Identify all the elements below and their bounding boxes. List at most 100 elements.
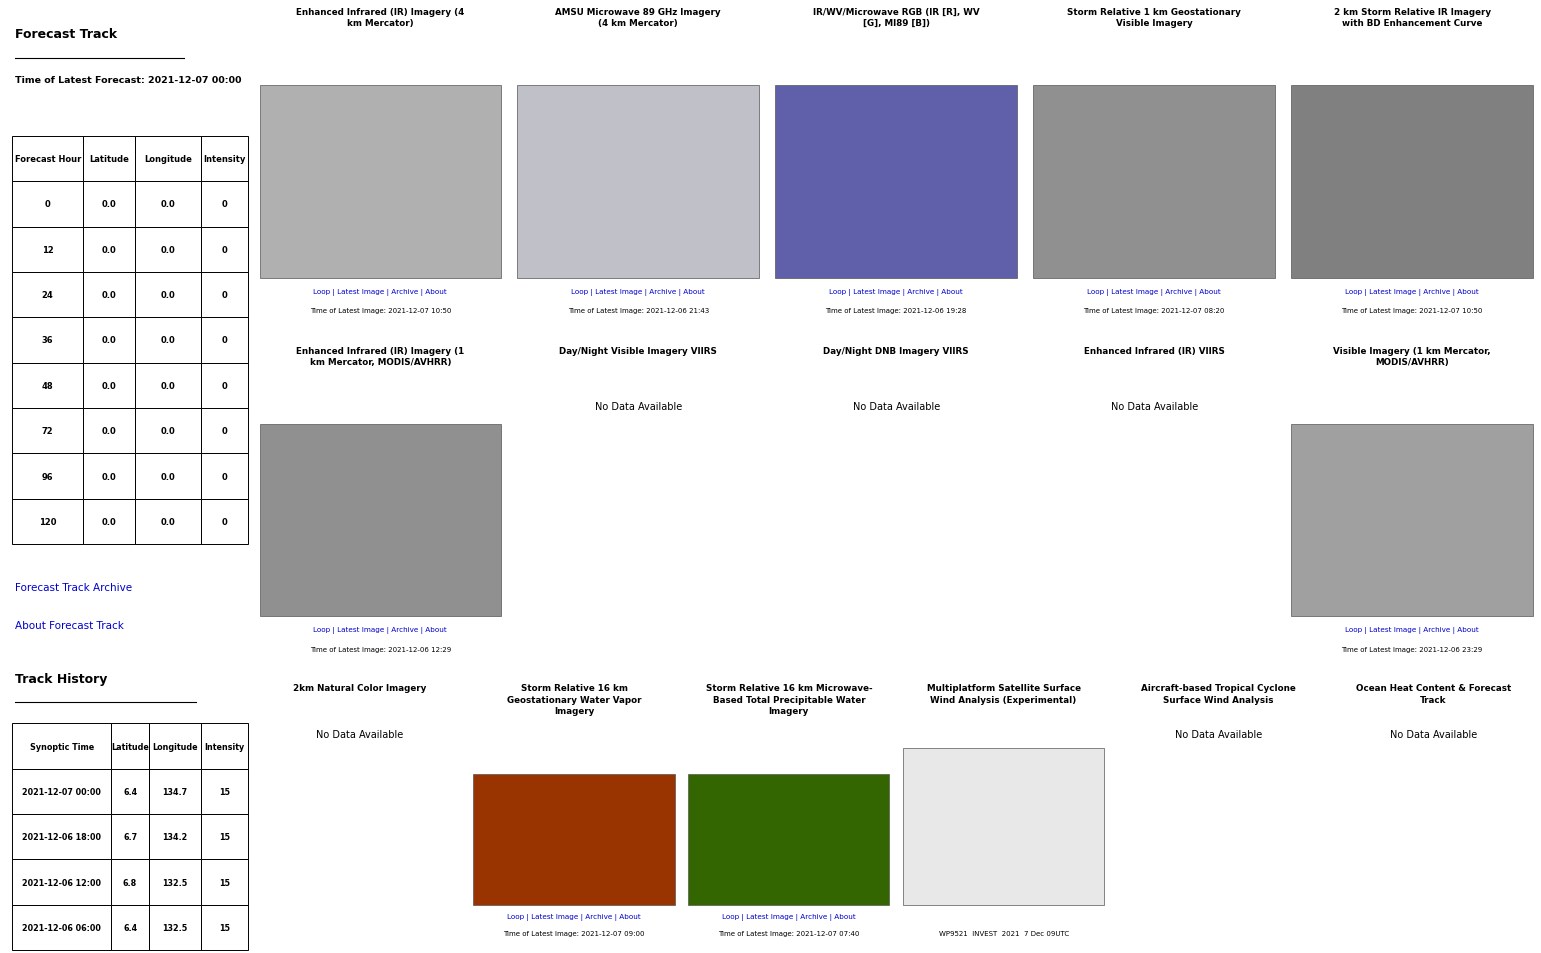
Text: Longitude: Longitude (143, 155, 191, 164)
Bar (689, 775, 889, 905)
Bar (134, 273, 200, 318)
Bar (149, 723, 200, 769)
Text: Loop | Latest Image | Archive | About: Loop | Latest Image | Archive | About (1088, 288, 1220, 295)
Text: 0.0: 0.0 (160, 472, 176, 481)
Text: Time of Latest Image: 2021-12-07 10:50: Time of Latest Image: 2021-12-07 10:50 (310, 308, 452, 314)
Text: Intensity: Intensity (203, 741, 245, 751)
Text: 12: 12 (42, 246, 54, 254)
Bar (12, 182, 83, 228)
Text: 6.4: 6.4 (123, 923, 137, 932)
Text: 15: 15 (219, 878, 230, 886)
Text: Latitude: Latitude (111, 741, 149, 751)
Text: Loop | Latest Image | Archive | About: Loop | Latest Image | Archive | About (1345, 288, 1479, 295)
Text: Ocean Heat Content & Forecast
Track: Ocean Heat Content & Forecast Track (1356, 683, 1510, 703)
Text: Loop | Latest Image | Archive | About: Loop | Latest Image | Archive | About (313, 626, 447, 634)
Bar (200, 318, 248, 363)
Bar (200, 904, 248, 950)
Bar (83, 228, 134, 273)
Bar (83, 499, 134, 544)
Bar (200, 454, 248, 499)
Text: Day/Night Visible Imagery VIIRS: Day/Night Visible Imagery VIIRS (559, 346, 717, 355)
Text: About Forecast Track: About Forecast Track (15, 619, 123, 630)
Text: 48: 48 (42, 381, 54, 391)
Text: Enhanced Infrared (IR) Imagery (4
km Mercator): Enhanced Infrared (IR) Imagery (4 km Mer… (296, 8, 464, 28)
Text: AMSU Microwave 89 GHz Imagery
(4 km Mercator): AMSU Microwave 89 GHz Imagery (4 km Merc… (555, 8, 721, 28)
Bar (12, 904, 111, 950)
Text: 134.7: 134.7 (162, 787, 188, 796)
Text: 2021-12-06 12:00: 2021-12-06 12:00 (23, 878, 102, 886)
Text: 6.7: 6.7 (123, 832, 137, 841)
Text: 2021-12-06 06:00: 2021-12-06 06:00 (23, 923, 102, 932)
Text: 0.0: 0.0 (102, 517, 116, 526)
Text: 0: 0 (222, 336, 227, 345)
Text: No Data Available: No Data Available (316, 729, 402, 740)
Text: Loop | Latest Image | Archive | About: Loop | Latest Image | Archive | About (313, 288, 447, 295)
Text: 36: 36 (42, 336, 54, 345)
Bar (83, 182, 134, 228)
Text: Aircraft-based Tropical Cyclone
Surface Wind Analysis: Aircraft-based Tropical Cyclone Surface … (1140, 683, 1296, 703)
Text: 0: 0 (45, 200, 51, 210)
Text: 0.0: 0.0 (160, 517, 176, 526)
Bar (12, 723, 111, 769)
Text: 2km Natural Color Imagery: 2km Natural Color Imagery (293, 683, 425, 693)
Text: 132.5: 132.5 (162, 878, 188, 886)
Text: IR/WV/Microwave RGB (IR [R], WV
[G], MI89 [B]): IR/WV/Microwave RGB (IR [R], WV [G], MI8… (814, 8, 980, 28)
Bar (134, 499, 200, 544)
Bar (518, 86, 760, 278)
Bar (83, 409, 134, 454)
Bar (149, 860, 200, 904)
Text: Forecast Hour: Forecast Hour (14, 155, 82, 164)
Bar (259, 424, 501, 617)
Text: 0.0: 0.0 (160, 427, 176, 436)
Bar (12, 228, 83, 273)
Text: 0: 0 (222, 517, 227, 526)
Text: 0.0: 0.0 (102, 381, 116, 391)
Text: 96: 96 (42, 472, 54, 481)
Bar (200, 228, 248, 273)
Text: 0.0: 0.0 (102, 291, 116, 300)
Text: 132.5: 132.5 (162, 923, 188, 932)
Text: 0.0: 0.0 (102, 472, 116, 481)
Text: 0: 0 (222, 200, 227, 210)
Bar (12, 273, 83, 318)
Bar (12, 769, 111, 814)
Text: No Data Available: No Data Available (852, 401, 940, 412)
Text: Storm Relative 16 km Microwave-
Based Total Precipitable Water
Imagery: Storm Relative 16 km Microwave- Based To… (706, 683, 872, 715)
Text: 0.0: 0.0 (102, 336, 116, 345)
Text: Latitude: Latitude (89, 155, 129, 164)
Text: 6.8: 6.8 (123, 878, 137, 886)
Text: 134.2: 134.2 (162, 832, 188, 841)
Bar (111, 904, 149, 950)
Bar (149, 769, 200, 814)
Text: 0.0: 0.0 (160, 200, 176, 210)
Text: 120: 120 (39, 517, 57, 526)
Bar (12, 409, 83, 454)
Bar (200, 814, 248, 860)
Text: No Data Available: No Data Available (1174, 729, 1262, 740)
Bar (149, 814, 200, 860)
Bar (775, 86, 1017, 278)
Text: 2 km Storm Relative IR Imagery
with BD Enhancement Curve: 2 km Storm Relative IR Imagery with BD E… (1333, 8, 1490, 28)
Bar (200, 409, 248, 454)
Text: 24: 24 (42, 291, 54, 300)
Bar (134, 363, 200, 409)
Bar (12, 860, 111, 904)
Text: 72: 72 (42, 427, 54, 436)
Bar (1034, 86, 1274, 278)
Bar (111, 860, 149, 904)
Text: Storm Relative 16 km
Geostationary Water Vapor
Imagery: Storm Relative 16 km Geostationary Water… (507, 683, 641, 715)
Text: Loop | Latest Image | Archive | About: Loop | Latest Image | Archive | About (721, 914, 855, 921)
Bar (83, 137, 134, 182)
Bar (83, 318, 134, 363)
Bar (83, 363, 134, 409)
Text: Loop | Latest Image | Archive | About: Loop | Latest Image | Archive | About (507, 914, 641, 921)
Text: 0: 0 (222, 291, 227, 300)
Bar (149, 904, 200, 950)
Text: 0.0: 0.0 (160, 336, 176, 345)
Text: 0.0: 0.0 (160, 291, 176, 300)
Text: Loop | Latest Image | Archive | About: Loop | Latest Image | Archive | About (829, 288, 963, 295)
Bar (12, 814, 111, 860)
Bar (200, 723, 248, 769)
Text: Loop | Latest Image | Archive | About: Loop | Latest Image | Archive | About (1345, 626, 1479, 634)
Bar (200, 182, 248, 228)
